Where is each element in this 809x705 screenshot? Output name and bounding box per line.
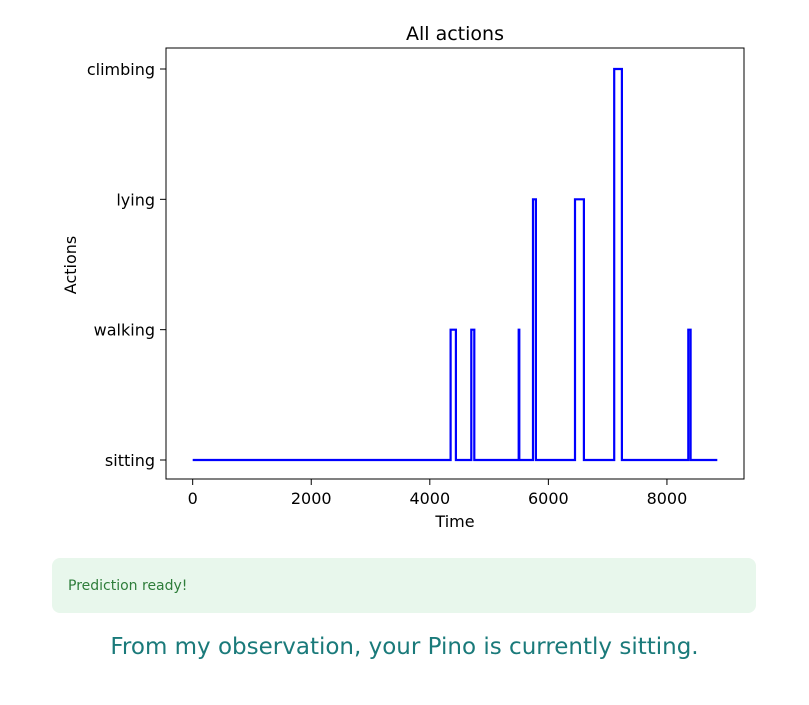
x-axis-label: Time — [434, 512, 474, 531]
x-tick-label-6000: 6000 — [528, 489, 569, 508]
prediction-result: From my observation, your Pino is curren… — [110, 634, 699, 660]
actions-series-line — [192, 67, 718, 462]
chart-title: All actions — [406, 23, 504, 45]
y-axis: sitting walking lying climbing — [87, 60, 166, 470]
y-tick-label-climbing: climbing — [87, 60, 155, 79]
status-alert: Prediction ready! — [52, 558, 756, 613]
status-message: Prediction ready! — [68, 577, 188, 594]
x-tick-label-2000: 2000 — [291, 489, 332, 508]
x-axis: 0 2000 4000 6000 8000 — [188, 479, 688, 508]
y-tick-label-lying: lying — [116, 190, 155, 209]
actions-chart: All actions sittingwalkinglyingclimbing … — [61, 23, 745, 531]
plot-frame — [165, 47, 745, 480]
x-tick-label-8000: 8000 — [647, 489, 688, 508]
y-tick-label-walking: walking — [94, 321, 155, 340]
y-axis-label: Actions — [61, 236, 80, 294]
x-tick-label-4000: 4000 — [409, 489, 450, 508]
x-tick-label-0: 0 — [188, 489, 198, 508]
y-tick-label-sitting: sitting — [105, 451, 155, 470]
